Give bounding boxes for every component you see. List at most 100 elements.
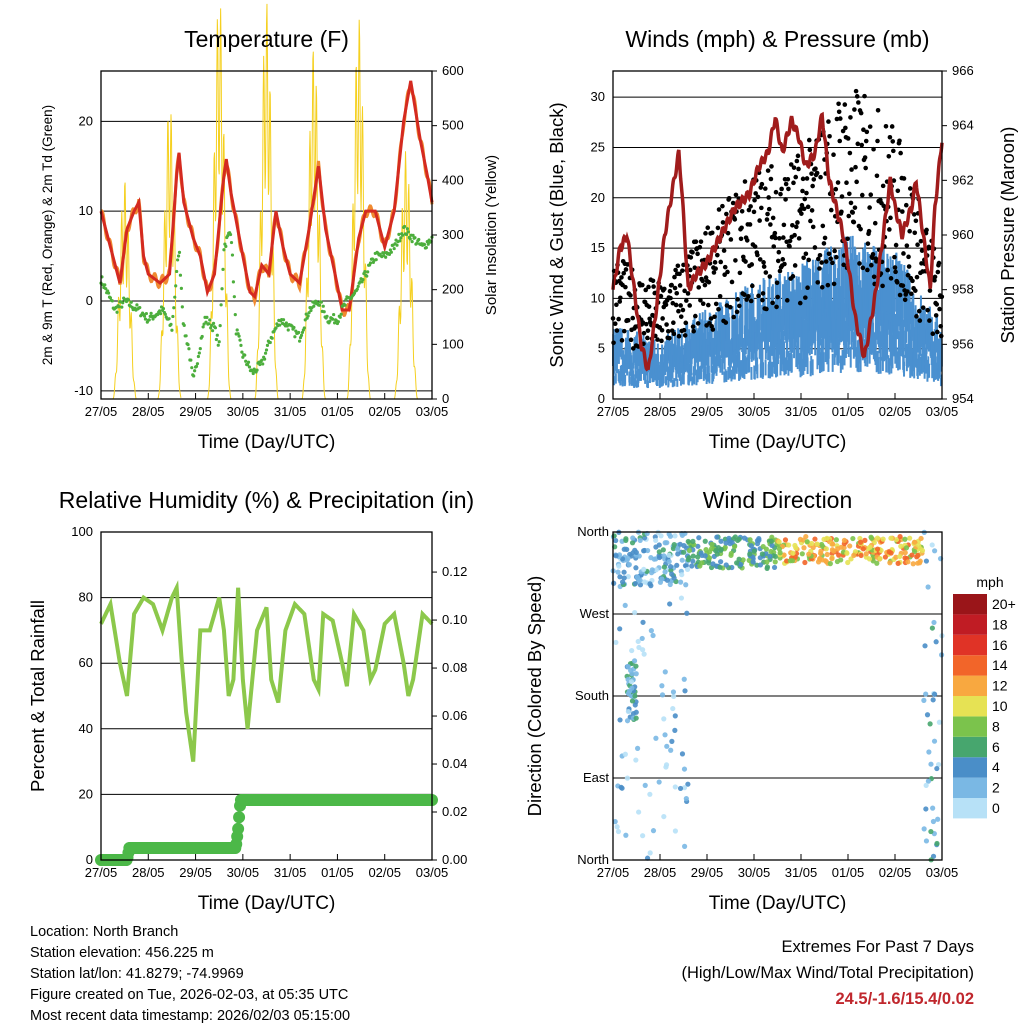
- dewpoint-point: [169, 322, 173, 326]
- dewpoint-point: [195, 362, 200, 366]
- gust-point: [757, 257, 763, 262]
- gust-point: [857, 261, 862, 266]
- precip-point: [232, 822, 245, 835]
- dewpoint-point: [210, 329, 215, 333]
- gust-point: [795, 220, 800, 225]
- gust-point: [912, 230, 918, 236]
- dewpoint-point: [260, 358, 264, 362]
- gust-point: [797, 300, 803, 306]
- gust-point: [858, 226, 863, 232]
- direction-point: [925, 584, 931, 590]
- gust-point: [660, 316, 665, 321]
- precip-point: [233, 811, 246, 824]
- gust-point: [678, 303, 683, 308]
- direction-point: [613, 639, 619, 646]
- direction-point: [613, 553, 619, 559]
- gust-point: [850, 210, 855, 215]
- dewpoint-point: [302, 326, 306, 330]
- y-tick-label: 20: [79, 113, 93, 128]
- legend-swatch: [953, 655, 987, 676]
- direction-point: [679, 532, 685, 538]
- direction-point: [690, 538, 696, 544]
- gust-point: [645, 328, 651, 333]
- gust-point: [852, 107, 857, 112]
- direction-point: [669, 571, 675, 577]
- x-tick-label: 02/05: [879, 865, 912, 880]
- direction-point: [633, 671, 639, 677]
- dewpoint-point: [211, 321, 216, 325]
- direction-point: [927, 721, 933, 727]
- x-tick-label: 01/05: [321, 865, 354, 880]
- gust-point: [793, 174, 799, 180]
- direction-point: [689, 563, 695, 569]
- dewpoint-point: [263, 351, 268, 355]
- y-right-tick-label: 966: [952, 63, 974, 78]
- direction-point: [934, 765, 940, 772]
- dewpoint-point: [129, 300, 133, 304]
- dewpoint-point: [239, 343, 243, 347]
- gust-point: [934, 302, 940, 307]
- dewpoint-point: [121, 301, 125, 305]
- gust-point: [894, 280, 900, 285]
- dewpoint-point: [306, 314, 310, 318]
- direction-point: [763, 546, 769, 552]
- dewpoint-point: [307, 311, 311, 315]
- gust-point: [776, 249, 782, 255]
- direction-point: [648, 628, 654, 634]
- gust-point: [892, 265, 898, 270]
- legend-swatch: [953, 736, 987, 758]
- gust-point: [906, 254, 911, 260]
- gust-point: [748, 204, 753, 209]
- dewpoint-point: [415, 241, 419, 245]
- gust-point: [872, 220, 878, 226]
- direction-point: [632, 580, 638, 587]
- gust-point: [794, 158, 800, 164]
- dewpoint-point: [411, 233, 415, 237]
- x-tick-label: 31/05: [274, 865, 307, 880]
- gust-point: [803, 251, 809, 257]
- dewpoint-point: [117, 305, 121, 309]
- gust-point: [674, 290, 680, 296]
- gust-point: [748, 298, 754, 304]
- dewpoint-point: [161, 306, 166, 311]
- direction-point: [632, 702, 638, 708]
- gust-point: [853, 164, 858, 170]
- y-tick-label: 0: [86, 293, 93, 308]
- gust-point: [729, 279, 735, 285]
- gust-point: [777, 268, 783, 274]
- gust-point: [737, 303, 742, 309]
- gust-point: [831, 281, 837, 287]
- direction-point: [918, 535, 924, 542]
- gust-point: [796, 236, 802, 241]
- gust-point: [837, 138, 843, 144]
- direction-point: [893, 554, 899, 560]
- direction-point: [888, 550, 894, 556]
- gust-point: [799, 202, 805, 208]
- direction-point: [919, 547, 926, 554]
- gust-point: [932, 278, 937, 283]
- gust-point: [685, 291, 691, 296]
- direction-point: [618, 784, 624, 790]
- x-tick-label: 01/05: [321, 404, 354, 419]
- direction-point: [880, 536, 886, 542]
- direction-point: [629, 698, 636, 704]
- direction-point: [930, 818, 937, 825]
- gust-point: [800, 188, 805, 194]
- dewpoint-point: [281, 318, 286, 322]
- gust-point: [751, 209, 757, 215]
- direction-point: [699, 560, 705, 566]
- x-tick-label: 27/05: [85, 404, 118, 419]
- dewpoint-point: [216, 343, 220, 347]
- dewpoint-point: [226, 234, 230, 238]
- gust-point: [866, 228, 872, 234]
- dewpoint-point: [374, 258, 378, 262]
- gust-point: [665, 328, 671, 334]
- direction-point: [888, 535, 894, 541]
- gust-point: [909, 291, 914, 297]
- direction-point: [690, 553, 696, 559]
- y-right-tick-label: 0.12: [442, 564, 467, 579]
- legend-title: mph: [976, 574, 1003, 590]
- direction-point: [929, 625, 935, 631]
- y-tick-label: 20: [591, 190, 605, 205]
